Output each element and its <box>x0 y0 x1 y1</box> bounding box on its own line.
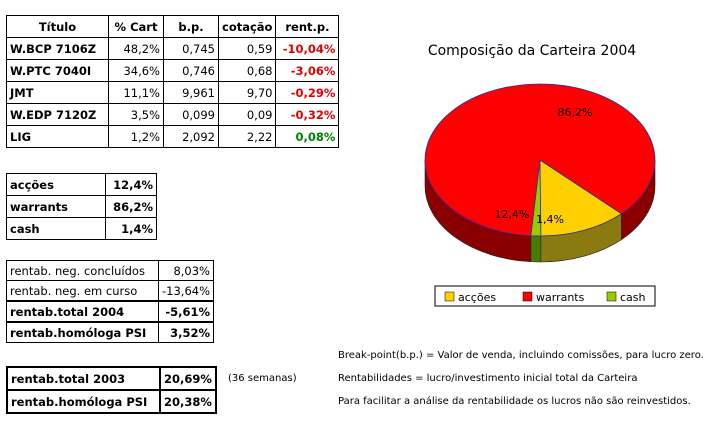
header-cart: % Cart <box>108 15 164 38</box>
weeks-note: (36 semanas) <box>228 373 297 384</box>
cell-titulo: W.PTC 7040I <box>6 59 109 82</box>
allocation-label: warrants <box>6 195 106 218</box>
table-row: JMT 11,1% 9,961 9,70 -0,29% <box>6 81 340 104</box>
legend-label-warrants: warrants <box>536 291 585 304</box>
chart-legend: acções warrants cash <box>434 285 656 307</box>
returns-table: rentab. neg. concluídos 8,03% rentab. ne… <box>6 260 214 343</box>
allocation-label: acções <box>6 173 106 196</box>
cell-bp: 0,745 <box>163 37 219 60</box>
legend-swatch-cash <box>606 291 617 302</box>
cell-cart: 11,1% <box>108 81 164 104</box>
cell-titulo: LIG <box>6 125 109 148</box>
note-reinvest: Para facilitar a análise da rentabilidad… <box>338 396 691 407</box>
cell-rent: -0,32% <box>275 103 340 126</box>
header-rent: rent.p. <box>275 15 340 38</box>
cell-cart: 48,2% <box>108 37 164 60</box>
allocation-label: cash <box>6 217 106 240</box>
pie-label-cash: 1,4% <box>536 213 564 226</box>
allocation-value: 12,4% <box>105 173 157 196</box>
returns-label: rentab.homóloga PSI <box>6 321 159 343</box>
pie-slice-warrants <box>424 83 656 237</box>
cell-cart: 1,2% <box>108 125 164 148</box>
cell-cotacao: 0,09 <box>217 103 277 126</box>
pie-label-warrants: 86,2% <box>558 106 593 119</box>
header-titulo: Título <box>6 15 109 38</box>
holdings-table: Título % Cart b.p. cotação rent.p. W.BCP… <box>6 15 340 148</box>
legend-label-cash: cash <box>620 291 646 304</box>
table-row: rentab.total 2004 -5,61% <box>6 300 214 323</box>
allocation-table: acções 12,4% warrants 86,2% cash 1,4% <box>6 173 157 240</box>
header-cotacao: cotação <box>217 15 277 38</box>
table-row: rentab. neg. concluídos 8,03% <box>6 260 214 281</box>
table-row: rentab.homóloga PSI 3,52% <box>6 321 214 343</box>
cell-cart: 3,5% <box>108 103 164 126</box>
totals-value: 20,38% <box>159 389 217 414</box>
returns-label: rentab. neg. em curso <box>6 280 159 302</box>
chart-title: Composição da Carteira 2004 <box>428 43 636 59</box>
table-row: W.BCP 7106Z 48,2% 0,745 0,59 -10,04% <box>6 37 340 60</box>
cell-cotacao: 2,22 <box>217 125 277 148</box>
cell-rent: 0,08% <box>275 125 340 148</box>
pie-label-acções: 12,4% <box>495 208 530 221</box>
table-row: cash 1,4% <box>6 217 157 240</box>
cell-cart: 34,6% <box>108 59 164 82</box>
cell-cotacao: 0,68 <box>217 59 277 82</box>
note-breakpoint: Break-point(b.p.) = Valor de venda, incl… <box>338 350 704 361</box>
table-row: warrants 86,2% <box>6 195 157 218</box>
returns-value: 8,03% <box>158 260 214 281</box>
cell-rent: -0,29% <box>275 81 340 104</box>
cell-rent: -10,04% <box>275 37 340 60</box>
pie-side-cash <box>530 235 542 263</box>
cell-titulo: W.EDP 7120Z <box>6 103 109 126</box>
returns-value: -5,61% <box>158 300 214 323</box>
totals-label: rentab.total 2003 <box>6 366 161 391</box>
cell-cotacao: 9,70 <box>217 81 277 104</box>
cell-bp: 2,092 <box>163 125 219 148</box>
legend-swatch-warrants <box>522 291 533 302</box>
table-row: W.EDP 7120Z 3,5% 0,099 0,09 -0,32% <box>6 103 340 126</box>
table-row: rentab.total 2003 20,69% <box>6 366 217 391</box>
cell-cotacao: 0,59 <box>217 37 277 60</box>
pie-labels: 1,4% 12,4% 86,2% <box>495 106 593 226</box>
table-row: rentab. neg. em curso -13,64% <box>6 280 214 302</box>
legend-swatch-acções <box>444 291 455 302</box>
pie-slice-acções <box>539 159 623 237</box>
cell-rent: -3,06% <box>275 59 340 82</box>
cell-bp: 0,746 <box>163 59 219 82</box>
table-row: LIG 1,2% 2,092 2,22 0,08% <box>6 125 340 148</box>
cell-titulo: W.BCP 7106Z <box>6 37 109 60</box>
pie-tops <box>424 83 656 237</box>
totals-table: rentab.total 2003 20,69% rentab.homóloga… <box>6 366 217 414</box>
table-row: rentab.homóloga PSI 20,38% <box>6 389 217 414</box>
table-row: W.PTC 7040I 34,6% 0,746 0,68 -3,06% <box>6 59 340 82</box>
allocation-value: 86,2% <box>105 195 157 218</box>
cell-titulo: JMT <box>6 81 109 104</box>
returns-label: rentab. neg. concluídos <box>6 260 159 281</box>
note-rentabilidades: Rentabilidades = lucro/investimento inic… <box>338 373 638 384</box>
legend-label-acções: acções <box>458 291 496 304</box>
totals-value: 20,69% <box>159 366 217 391</box>
cell-bp: 9,961 <box>163 81 219 104</box>
returns-label: rentab.total 2004 <box>6 300 159 323</box>
table-row: acções 12,4% <box>6 173 157 196</box>
holdings-header-row: Título % Cart b.p. cotação rent.p. <box>6 15 340 38</box>
returns-value: -13,64% <box>158 280 214 302</box>
allocation-value: 1,4% <box>105 217 157 240</box>
header-bp: b.p. <box>163 15 219 38</box>
legend-box <box>434 285 656 307</box>
totals-label: rentab.homóloga PSI <box>6 389 161 414</box>
returns-value: 3,52% <box>158 321 214 343</box>
pie-chart: Composição da Carteira 2004 1,4% 12,4% 86,… <box>424 43 656 307</box>
cell-bp: 0,099 <box>163 103 219 126</box>
